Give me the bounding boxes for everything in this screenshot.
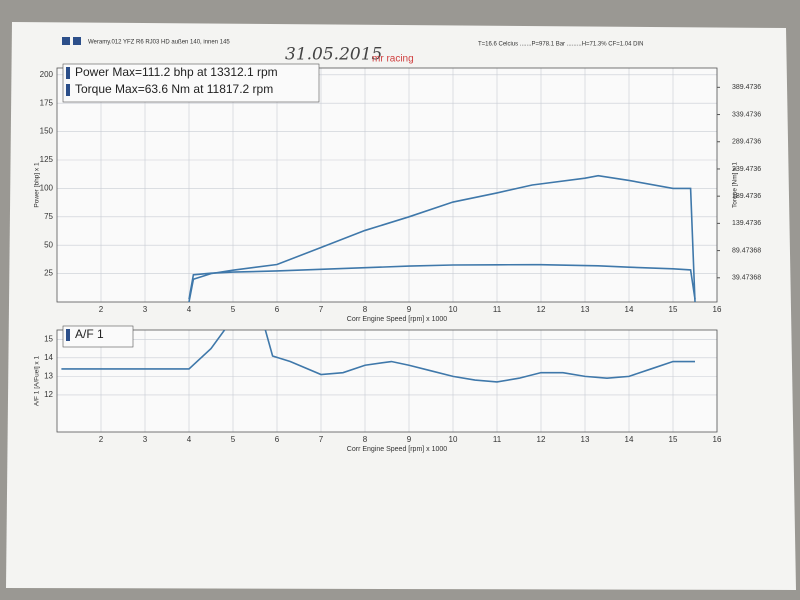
legend-box bbox=[62, 63, 320, 103]
y-axis-label: A/F 1 [A/Fuel] x 1 bbox=[34, 356, 41, 407]
x-tick-label: 7 bbox=[319, 305, 324, 314]
x-tick-label: 4 bbox=[187, 305, 192, 314]
legend-swatch bbox=[66, 84, 70, 96]
y-tick-label: 125 bbox=[40, 155, 54, 164]
x-tick-label: 15 bbox=[669, 435, 678, 444]
x-tick-label: 11 bbox=[493, 435, 502, 444]
legend-box bbox=[62, 325, 134, 348]
x-tick-label: 7 bbox=[319, 435, 324, 444]
y-tick-label: 13 bbox=[44, 371, 53, 380]
y-tick-label: 14 bbox=[44, 353, 53, 362]
x-tick-label: 6 bbox=[275, 435, 280, 444]
y-axis-label: Power [bhp] x 1 bbox=[34, 162, 41, 208]
legend-label: Torque Max=63.6 Nm at 11817.2 rpm bbox=[75, 82, 273, 96]
y2-tick-label: 189.4736 bbox=[732, 193, 761, 200]
x-tick-label: 3 bbox=[143, 305, 148, 314]
y2-tick-label: 139.4736 bbox=[732, 220, 761, 227]
y2-tick-label: 339.4736 bbox=[732, 111, 761, 118]
x-tick-label: 12 bbox=[537, 305, 546, 314]
x-tick-label: 16 bbox=[713, 435, 722, 444]
legend-label: Power Max=111.2 bhp at 13312.1 rpm bbox=[75, 65, 278, 79]
plot-frame bbox=[56, 67, 718, 303]
x-tick-label: 10 bbox=[449, 305, 458, 314]
chart-0: 2 3 4 5 6 7 8 9 10 11 12 13 14 15 16 25 50 75 100 125 150 175… bbox=[34, 63, 761, 323]
plot-frame bbox=[56, 329, 718, 433]
x-tick-label: 5 bbox=[231, 435, 236, 444]
x-tick-label: 8 bbox=[363, 305, 368, 314]
shop-name: mr racing bbox=[372, 54, 414, 65]
y2-tick-label: 389.4736 bbox=[732, 84, 761, 91]
y-tick-label: 150 bbox=[40, 127, 54, 136]
x-tick-label: 14 bbox=[625, 435, 634, 444]
x-tick-label: 9 bbox=[407, 305, 412, 314]
legend-label: A/F 1 bbox=[75, 327, 104, 341]
y2-tick-label: 39.47368 bbox=[732, 275, 761, 282]
y2-tick-label: 89.47368 bbox=[732, 247, 761, 254]
x-tick-label: 15 bbox=[669, 305, 678, 314]
legend-swatch bbox=[66, 329, 70, 341]
x-tick-label: 11 bbox=[493, 305, 502, 314]
x-tick-label: 12 bbox=[537, 435, 546, 444]
handwritten-date: 31.05.2015 bbox=[285, 45, 382, 65]
y2-tick-label: 239.4736 bbox=[732, 166, 761, 173]
x-tick-label: 14 bbox=[625, 305, 634, 314]
series-line bbox=[188, 263, 696, 300]
y-tick-label: 12 bbox=[44, 390, 53, 399]
x-tick-label: 13 bbox=[581, 305, 590, 314]
x-tick-label: 9 bbox=[407, 435, 412, 444]
icon bbox=[62, 37, 70, 45]
y-tick-label: 175 bbox=[40, 98, 54, 107]
x-tick-label: 5 bbox=[231, 305, 236, 314]
x-tick-label: 10 bbox=[449, 435, 458, 444]
x-axis-label: Corr Engine Speed [rpm] x 1000 bbox=[347, 446, 447, 453]
plot-area bbox=[57, 330, 717, 432]
icon bbox=[73, 37, 81, 45]
x-tick-label: 2 bbox=[99, 305, 104, 314]
y-tick-label: 50 bbox=[44, 240, 53, 249]
y-tick-label: 75 bbox=[44, 212, 53, 221]
header-right: T=16.6 Celcius .......P=978.1 Bar ......… bbox=[478, 42, 643, 48]
y-tick-label: 25 bbox=[44, 269, 53, 278]
y2-axis-label: Torque [Nm] x 1 bbox=[732, 162, 739, 208]
x-axis-label: Corr Engine Speed [rpm] x 1000 bbox=[347, 316, 447, 323]
x-tick-label: 4 bbox=[187, 435, 192, 444]
x-tick-label: 2 bbox=[99, 435, 104, 444]
x-tick-label: 16 bbox=[713, 305, 722, 314]
chart-1: 2 3 4 5 6 7 8 9 10 11 12 13 14 15 16 12 13 14 15 Corr Engin… bbox=[34, 325, 722, 453]
series-line bbox=[61, 330, 695, 383]
y-tick-label: 200 bbox=[40, 70, 54, 79]
legend-swatch bbox=[66, 67, 70, 79]
x-tick-label: 3 bbox=[143, 435, 148, 444]
y-tick-label: 15 bbox=[44, 334, 53, 343]
y-tick-label: 100 bbox=[40, 184, 54, 193]
x-tick-label: 13 bbox=[581, 435, 590, 444]
x-tick-label: 8 bbox=[363, 435, 368, 444]
header-left: Weramy.012 YFZ R6 RJ03 HD außen 140, inn… bbox=[88, 40, 230, 46]
y2-tick-label: 289.4736 bbox=[732, 139, 761, 146]
series-line bbox=[188, 174, 696, 302]
plot-area bbox=[57, 68, 717, 302]
x-tick-label: 6 bbox=[275, 305, 280, 314]
